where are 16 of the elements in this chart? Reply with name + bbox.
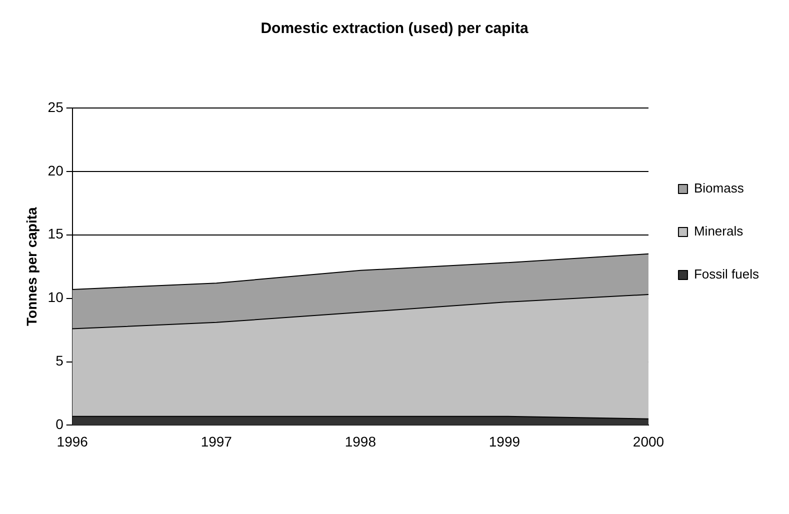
x-tick-label: 2000	[632, 433, 664, 450]
y-tick-label: 25	[48, 98, 64, 115]
x-tick-label: 1997	[200, 433, 232, 450]
legend-label: Fossil fuels	[694, 266, 760, 282]
y-tick-label: 15	[48, 226, 64, 242]
y-tick-label: 5	[56, 352, 64, 369]
y-axis-title: Tonnes per capita	[23, 207, 40, 326]
y-tick-label: 20	[48, 162, 64, 178]
y-tick-label: 10	[48, 289, 64, 306]
legend-label: Biomass	[694, 180, 744, 196]
y-tick-label: 0	[56, 416, 64, 432]
x-tick-label: 1999	[488, 433, 520, 450]
legend-label: Minerals	[694, 224, 744, 239]
x-tick-label: 1996	[56, 433, 88, 450]
chart-title: Domestic extraction (used) per capita	[260, 20, 529, 38]
x-tick-label: 1998	[344, 433, 376, 450]
